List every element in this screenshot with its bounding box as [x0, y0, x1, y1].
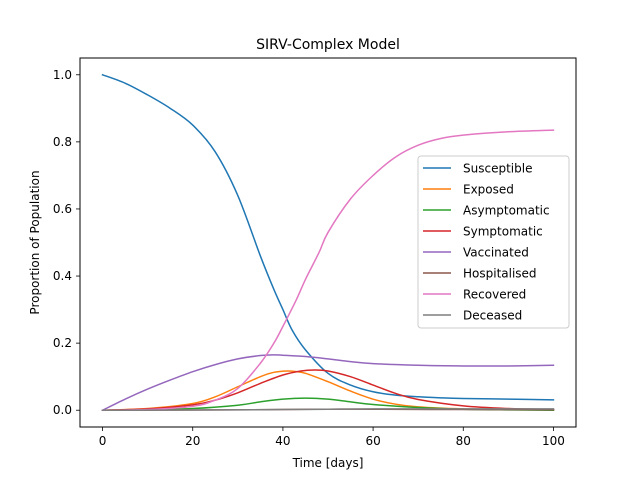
x-tick-label: 20	[185, 434, 200, 448]
plot-frame	[79, 57, 577, 428]
x-tick-label: 80	[456, 434, 471, 448]
y-axis-label: Proportion of Population	[28, 170, 42, 314]
legend-label-susceptible: Susceptible	[463, 162, 532, 176]
y-tick-label: 0.6	[53, 202, 72, 216]
y-axis: 0.0 0.2 0.4 0.6 0.8 1.0	[53, 68, 80, 417]
legend-frame	[417, 155, 570, 329]
y-tick-label: 0.8	[53, 135, 72, 149]
plot-lines	[101, 73, 555, 412]
y-tick-label: 1.0	[53, 68, 72, 82]
legend-label-hospitalised: Hospitalised	[463, 267, 537, 281]
y-tick-label: 0.4	[53, 269, 72, 283]
x-tick-label: 40	[275, 434, 290, 448]
legend-label-asymptomatic: Asymptomatic	[463, 204, 550, 218]
legend-label-symptomatic: Symptomatic	[463, 225, 543, 239]
x-tick-label: 0	[99, 434, 107, 448]
legend-label-vaccinated: Vaccinated	[463, 246, 529, 260]
legend-label-recovered: Recovered	[463, 288, 526, 302]
series-line-deceased	[101, 408, 555, 411]
legend: Susceptible Exposed Asymptomatic Symptomati…	[417, 155, 570, 329]
x-tick-label: 60	[365, 434, 380, 448]
legend-label-exposed: Exposed	[463, 183, 514, 197]
y-tick-label: 0.0	[53, 403, 72, 417]
series-line-recovered	[101, 129, 555, 411]
y-tick-label: 0.2	[53, 336, 72, 350]
legend-label-deceased: Deceased	[463, 309, 522, 323]
series-line-vaccinated	[101, 354, 555, 412]
chart-title: SIRV-Complex Model	[256, 37, 400, 53]
series-line-susceptible	[101, 73, 555, 401]
x-axis: 0 20 40 60 80 100	[99, 427, 565, 448]
x-axis-label: Time [days]	[292, 456, 364, 470]
x-tick-label: 100	[542, 434, 565, 448]
